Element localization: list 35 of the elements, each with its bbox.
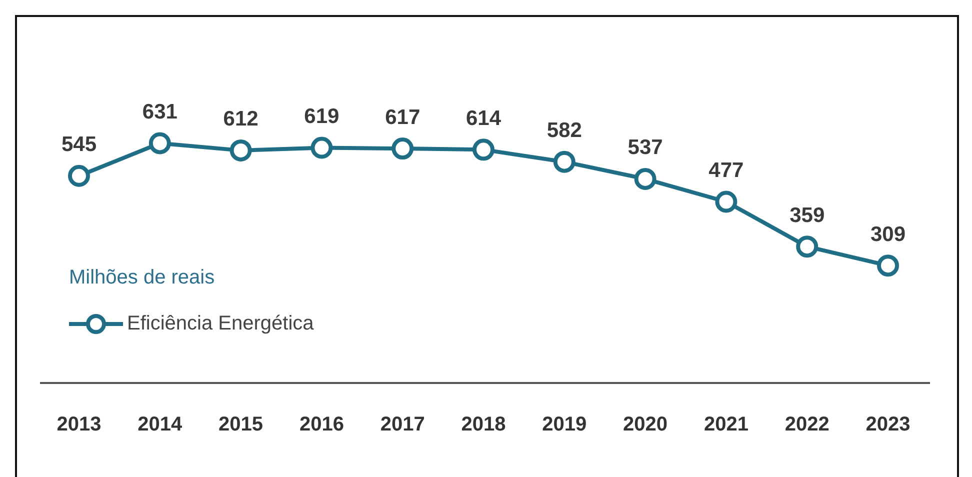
- data-label: 619: [304, 105, 340, 128]
- point: [392, 138, 414, 160]
- x-tick-label: 2016: [299, 414, 344, 436]
- point: [230, 139, 252, 162]
- data-label: 631: [142, 100, 178, 124]
- x-tick-label: 2014: [138, 414, 184, 436]
- point: [796, 236, 818, 258]
- data-label: 309: [870, 222, 906, 246]
- data-label: 582: [546, 119, 582, 142]
- point: [310, 136, 333, 159]
- x-tick-label: 2015: [218, 414, 264, 436]
- data-label: 545: [61, 133, 97, 156]
- legend-title: Milhões de reais: [69, 266, 215, 289]
- x-tick-label: 2019: [542, 414, 587, 436]
- x-tick-label: 2021: [704, 414, 748, 436]
- point: [553, 150, 576, 173]
- data-label: 537: [628, 136, 663, 160]
- point: [472, 138, 494, 161]
- x-tick-label: 2017: [380, 414, 425, 436]
- x-tick-label: 2013: [56, 414, 102, 436]
- x-tick-label: 2018: [461, 414, 506, 436]
- point: [148, 132, 171, 154]
- point: [634, 168, 656, 190]
- point: [715, 190, 738, 213]
- x-tick-label: 2023: [866, 414, 910, 436]
- data-label: 612: [223, 108, 258, 131]
- point: [68, 164, 90, 187]
- data-label: 617: [385, 106, 420, 129]
- data-label: 359: [790, 204, 825, 227]
- data-label: 614: [466, 106, 502, 130]
- data-label: 477: [708, 159, 744, 182]
- x-tick-label: 2022: [784, 414, 830, 436]
- point: [877, 254, 899, 277]
- legend-label: Eficiência Energética: [127, 312, 315, 335]
- x-tick-label: 2020: [623, 414, 668, 436]
